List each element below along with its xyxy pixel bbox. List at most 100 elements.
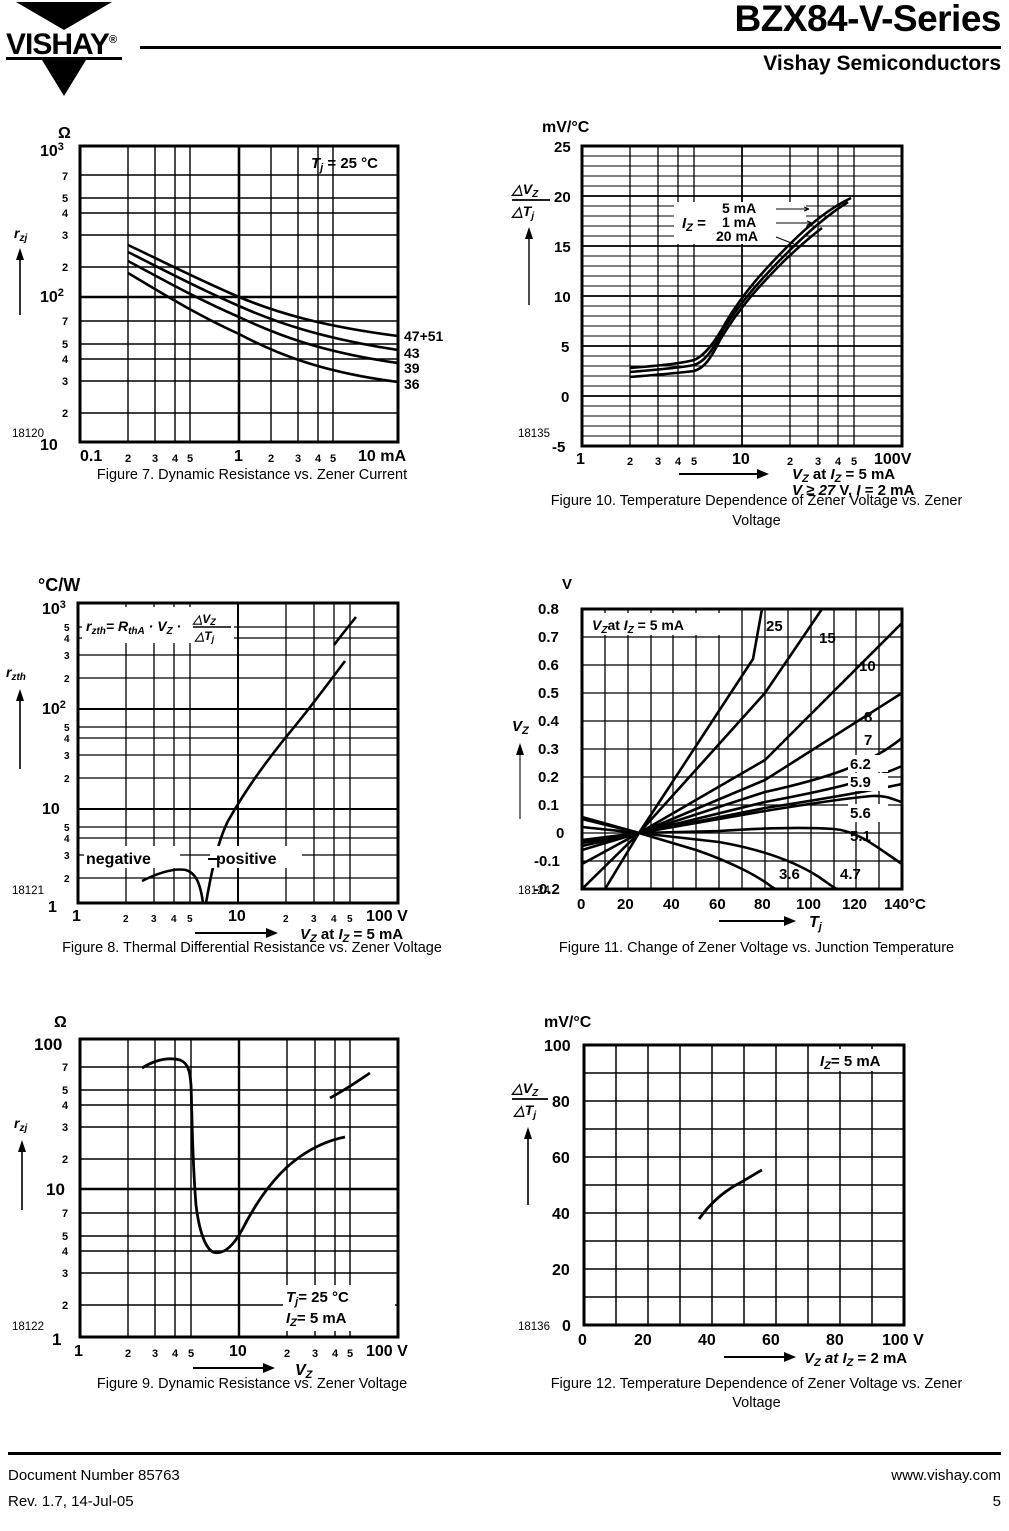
f12-x-tick: 40	[698, 1332, 716, 1349]
f7-curve-47-51	[127, 243, 399, 338]
f10-curve-5mA	[629, 196, 852, 370]
f8-x-tick: 3	[311, 914, 317, 925]
f7-y-tick: 2	[62, 408, 68, 420]
f11-curve-4.7	[581, 817, 838, 891]
f7-y-tick: 3	[62, 230, 68, 242]
f8-x-tick: 3	[151, 914, 157, 925]
f11-label-7: 7	[864, 732, 872, 749]
f11-x-tick: 60	[709, 896, 726, 913]
f7-curve-label-0: 47+51	[404, 328, 444, 344]
f10-y-tick: 0	[561, 389, 569, 406]
figure-9-xcaption: VZ	[193, 1362, 314, 1381]
f7-x-tick: 4	[172, 453, 179, 465]
logo-wordmark: VISHAY®	[6, 30, 122, 60]
footer-page-number: 5	[992, 1492, 1001, 1510]
f10-y-tick: 20	[554, 189, 571, 206]
f11-note: VZat IZ = 5 mA	[592, 617, 684, 636]
f7-y-symbol: rzj	[14, 225, 27, 244]
figure-9-caption: Figure 9. Dynamic Resistance vs. Zener V…	[96, 1375, 408, 1392]
f8-y-tick: 4	[64, 834, 70, 845]
f10-x-tick: 3	[655, 456, 661, 468]
f8-x-caption: VZ at IZ = 5 mA	[300, 926, 403, 945]
f12-y-tick: 60	[552, 1150, 570, 1167]
f9-y-tick: 5	[62, 1231, 68, 1243]
f9-y-tick-10: 10	[46, 1180, 65, 1199]
figure-11: V 0.8 0.7 0.6 0.5 0.4 0.3 0.2 0.1 0 -0.1…	[504, 569, 1009, 933]
f10-legend-leaders	[775, 206, 813, 245]
f8-y-unit: °C/W	[38, 575, 80, 595]
f7-note: Tj = 25 °C	[311, 155, 378, 174]
f11-label-5.1: 5.1	[850, 828, 871, 845]
f11-x-tick: 140°C	[884, 896, 926, 913]
f9-curve-main	[141, 1057, 346, 1254]
figure-12-id: 18136	[518, 1320, 550, 1333]
f8-x-tick-max: 100 V	[366, 908, 408, 925]
footer-divider	[8, 1452, 1001, 1455]
footer-website[interactable]: www.vishay.com	[891, 1466, 1001, 1484]
f11-label-59-bg	[848, 773, 888, 792]
f10-curve-20mA	[629, 226, 823, 379]
f10-curves	[629, 196, 852, 379]
logo-registered-mark: ®	[108, 34, 117, 46]
f8-x-tick: 10	[228, 908, 246, 925]
f10-legend-prefix: IZ =	[682, 215, 706, 234]
figure-11-xcaption: Tj	[719, 914, 823, 933]
f11-label-3.6: 3.6	[779, 866, 800, 883]
f7-x-tick: 3	[152, 453, 158, 465]
f8-y-tick: 2	[64, 674, 70, 685]
f12-x-tick: 20	[634, 1332, 652, 1349]
figure-12-cell: mV/°C 100 80 60 40 20 0 △VZ △Tj	[504, 1005, 1009, 1414]
f11-y-tick: -0.1	[534, 853, 560, 870]
f11-label-25: 25	[766, 618, 783, 635]
f11-x-tick: 120	[842, 896, 867, 913]
f11-curve-5.1	[581, 825, 903, 866]
f10-y-tick: 15	[554, 239, 571, 256]
figure-9-chart: Ω 100 7 5 4 3 2 10 7 5 4 3 2 1 rzj	[14, 1014, 408, 1360]
f9-x-tick: 3	[312, 1348, 318, 1360]
f11-x-tick: 40	[663, 896, 680, 913]
f8-y-tick-100: 102	[42, 699, 66, 718]
figure-7: Ω 103 7 5 4 3 2 102 7 5 4 3 2 10 rzj	[0, 110, 504, 470]
f7-curve-36	[127, 271, 399, 384]
logo-triangle-bottom-icon	[42, 60, 86, 96]
f8-formula-num: △VZ	[192, 612, 216, 627]
f11-x-arrowhead-icon	[784, 916, 796, 927]
f9-y-tick: 7	[62, 1208, 68, 1220]
f12-y-tick: 0	[562, 1318, 571, 1335]
f11-label-6.2: 6.2	[850, 756, 871, 773]
figure-11-caption: Figure 11. Change of Zener Voltage vs. J…	[558, 940, 955, 957]
f8-formula-den: △Tj	[194, 629, 215, 644]
f7-y-tick: 5	[62, 193, 68, 205]
f11-y-tick: 0.7	[538, 629, 559, 646]
figure-9: Ω 100 7 5 4 3 2 10 7 5 4 3 2 1 rzj	[0, 1005, 504, 1381]
f11-y-tick: 0.2	[538, 769, 559, 786]
f7-y-arrowhead-icon	[16, 248, 24, 260]
f9-note-bg	[283, 1284, 395, 1331]
f9-y-tick: 2	[62, 1300, 68, 1312]
f12-x-tick-max: 100 V	[882, 1332, 924, 1349]
f7-curves	[127, 243, 399, 384]
f7-x-tick: 0.1	[80, 448, 102, 465]
f7-y-tick-10: 10	[40, 437, 58, 454]
figure-10-chart: mV/°C 25 20 15 10 5 0 -5 △VZ △Tj	[511, 119, 912, 468]
footer-row-1: Document Number 85763 www.vishay.com	[8, 1463, 1001, 1489]
figure-12-chart: mV/°C 100 80 60 40 20 0 △VZ △Tj	[511, 1014, 924, 1349]
f10-y-symbol-den: △Tj	[511, 203, 534, 222]
f9-x-arrowhead-icon	[263, 1362, 275, 1373]
f8-y-tick: 3	[64, 751, 70, 762]
f8-y-tick-10: 10	[42, 801, 60, 818]
f8-x-tick: 5	[187, 914, 193, 925]
f8-y-tick-1: 1	[48, 899, 57, 916]
f10-y-unit: mV/°C	[542, 119, 590, 136]
f12-y-tick: 40	[552, 1206, 570, 1223]
figure-9-cell: Ω 100 7 5 4 3 2 10 7 5 4 3 2 1 rzj	[0, 1005, 504, 1414]
figure-12-xcaption: VZ at IZ = 2 mA	[724, 1350, 907, 1369]
f10-x-tick: 3	[815, 456, 821, 468]
f12-y-arrowhead-icon	[524, 1126, 532, 1139]
f8-annotation-negative: negative	[86, 851, 151, 868]
f11-y-symbol: VZ	[512, 718, 530, 737]
f11-label-5.6: 5.6	[850, 805, 871, 822]
f9-x-tick: 2	[284, 1348, 290, 1360]
f11-curve-5.6	[581, 794, 903, 842]
f8-x-arrowhead-icon	[266, 928, 278, 939]
